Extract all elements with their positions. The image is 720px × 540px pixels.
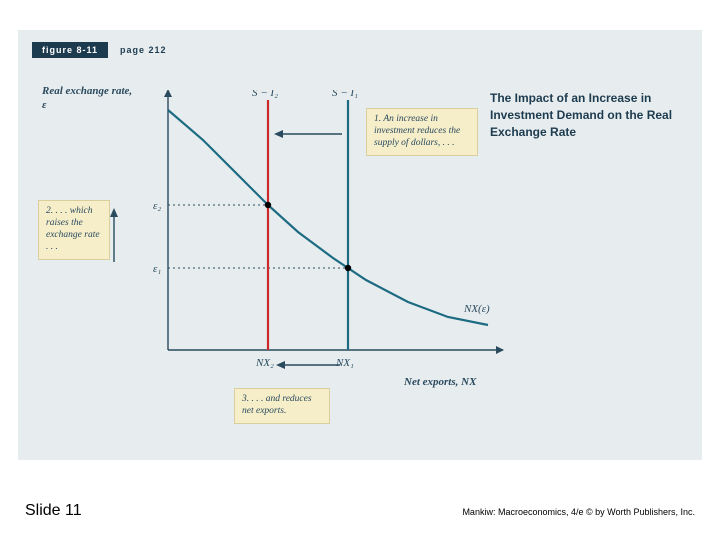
s-minus-i1-label: S − I₁	[332, 90, 358, 99]
annotation-3: 3. . . . and reduces net exports.	[234, 388, 330, 424]
tick-nx2: NX₂	[255, 357, 274, 369]
chart-svg: S − I₂ S − I₁ NX(ε) ε₂ ε₁ NX₂ NX₁	[148, 90, 508, 390]
footer: Slide 11 Mankiw: Macroeconomics, 4/e © b…	[25, 502, 695, 520]
copyright: Mankiw: Macroeconomics, 4/e © by Worth P…	[462, 507, 695, 517]
intersection-1-dot	[345, 265, 351, 271]
figure-title: The Impact of an Increase in Investment …	[490, 90, 680, 140]
slide-panel: figure 8-11 page 212 The Impact of an In…	[18, 30, 702, 460]
top-shift-arrowhead-icon	[274, 130, 283, 138]
s-minus-i2-label: S − I₂	[252, 90, 278, 99]
tick-e2: ε₂	[153, 200, 161, 212]
annotation-2: 2. . . . which raises the exchange rate …	[38, 200, 110, 260]
tick-e1: ε₁	[153, 263, 161, 275]
page-label: page 212	[120, 45, 167, 55]
x-axis-arrow-icon	[496, 346, 504, 354]
figure-badge: figure 8-11	[32, 42, 108, 58]
header-bar: figure 8-11 page 212	[32, 42, 167, 58]
left-up-arrow-svg	[104, 200, 124, 280]
chart-area: S − I₂ S − I₁ NX(ε) ε₂ ε₁ NX₂ NX₁	[148, 90, 508, 390]
left-up-arrowhead-icon	[110, 208, 118, 217]
nx-curve-label: NX(ε)	[463, 303, 490, 315]
intersection-2-dot	[265, 202, 271, 208]
tick-nx1: NX₁	[335, 357, 354, 369]
slide-number: Slide 11	[25, 502, 82, 520]
bottom-shift-arrowhead-icon	[276, 361, 285, 369]
y-axis-label: Real exchange rate, ε	[42, 84, 137, 113]
nx-curve	[168, 110, 488, 325]
y-axis-arrow-icon	[164, 90, 172, 97]
